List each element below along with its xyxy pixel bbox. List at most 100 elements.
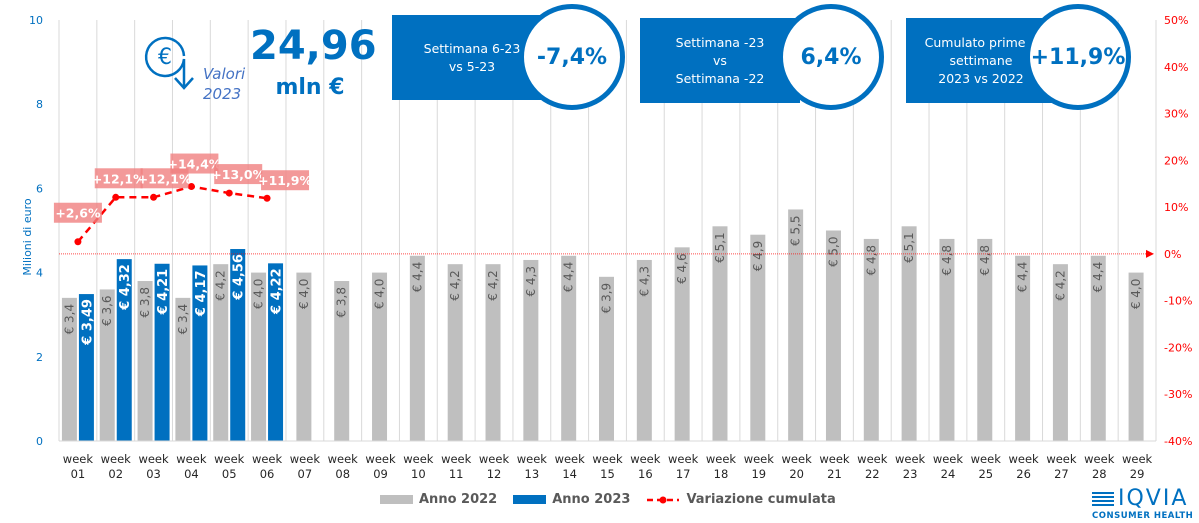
bar-label-2022: € 3,4 (62, 304, 76, 335)
kpi-label: Settimana -22 (675, 70, 765, 86)
zero-reference-line (59, 249, 1154, 258)
x-tick-label: week (971, 452, 1002, 466)
y-tick-label: 8 (36, 98, 43, 111)
bar-label-2022: € 4,8 (940, 245, 954, 276)
y2-tick-label: 10% (1164, 201, 1188, 214)
bar-2022 (561, 255, 577, 441)
bar-2023 (116, 259, 132, 441)
bar-label-2022: € 3,6 (100, 295, 114, 326)
x-tick-label: week (1008, 452, 1039, 466)
line-label-box (94, 168, 143, 189)
kpi-box-week-yoy: Settimana -23 vs Settimana -22 (640, 18, 800, 103)
x-tick-label: week (403, 452, 434, 466)
bar-label-2023: € 4,17 (194, 270, 209, 317)
bar-label-2022: € 4,2 (1053, 270, 1067, 301)
y-tick-label: 2 (36, 351, 43, 364)
bars: € 3,4 € 3,6 € 3,8 € 3,4 € 4,2 € 4,0 € 4,0 € 3,8… (61, 209, 1144, 441)
x-tick-label: 25 (978, 467, 993, 481)
x-tick-label: week (1084, 452, 1115, 466)
x-tick-label: 13 (525, 467, 540, 481)
bar-2023 (230, 249, 246, 441)
bar-label-2022: € 3,4 (176, 304, 190, 335)
bar-2022 (523, 259, 539, 441)
x-tick-label: week (555, 452, 586, 466)
x-tick-label: 21 (827, 467, 842, 481)
iqvia-logo: IQVIA CONSUMER HEALTH (1092, 488, 1193, 521)
legend-swatch-2023 (513, 495, 547, 504)
svg-text:€: € (158, 45, 172, 70)
bar-2023 (78, 294, 94, 441)
kpi-label: vs (713, 52, 727, 68)
x-tick-label: week (744, 452, 775, 466)
x-tick-label: 14 (562, 467, 577, 481)
x-tick-label: 07 (298, 467, 313, 481)
kpi-label: vs 5-23 (448, 58, 496, 74)
bar-label-2023: € 4,32 (118, 264, 133, 311)
cumulative-line-path (76, 185, 268, 243)
x-tick-label: week (365, 452, 396, 466)
bar-2022 (61, 297, 77, 441)
x-tick-label: 02 (108, 467, 123, 481)
line-marker (263, 194, 271, 202)
kpi-label: settimane (949, 52, 1013, 68)
logo-stripes-icon (1092, 492, 1114, 506)
y2-tick-label: 30% (1164, 108, 1188, 121)
bar-label-2023: € 4,21 (156, 269, 171, 316)
line-label: +12,1% (138, 171, 192, 186)
y2-tick-label: -40% (1164, 435, 1192, 448)
y2-tick-label: -10% (1164, 295, 1192, 308)
x-tick-label: 27 (1054, 467, 1069, 481)
bar-label-2022: € 4,0 (252, 279, 266, 310)
bar-2022 (636, 259, 652, 441)
x-tick-label: week (290, 452, 321, 466)
bar-2022 (712, 226, 728, 441)
y2-tick-label: 50% (1164, 14, 1188, 27)
y-axis-title: Milioni di euro (21, 198, 34, 275)
kpi-label: Cumulato prime 6 (924, 34, 1038, 50)
bar-2022 (1052, 264, 1068, 441)
x-tick-label: 06 (260, 467, 275, 481)
x-tick-label: 15 (600, 467, 615, 481)
x-tick-label: 04 (184, 467, 199, 481)
cumulative-line: +2,6%+12,1%+12,1%+14,4%+13,0%+11,9% (53, 153, 312, 246)
y2-tick-label: 40% (1164, 61, 1188, 74)
x-tick-label: week (668, 452, 699, 466)
bar-2023 (192, 265, 208, 441)
x-tick-label: 11 (449, 467, 464, 481)
y2-tick-label: 20% (1164, 154, 1188, 167)
line-label: +11,9% (258, 173, 312, 188)
bar-2022 (674, 247, 690, 441)
bar-2022 (372, 272, 388, 441)
bar-2022 (750, 234, 766, 441)
x-tick-label: week (819, 452, 850, 466)
bar-label-2022: € 4,0 (373, 279, 387, 310)
x-tick-label: 22 (865, 467, 880, 481)
line-marker (225, 189, 233, 197)
x-tick-label: 08 (335, 467, 350, 481)
line-marker (187, 183, 195, 191)
bar-2022 (99, 289, 115, 441)
line-label-box (170, 153, 219, 174)
bar-2022 (1090, 255, 1106, 441)
bar-label-2022: € 3,8 (138, 287, 152, 318)
bar-2022 (1128, 272, 1144, 441)
line-label: +14,4% (167, 157, 221, 172)
x-tick-label: 01 (71, 467, 86, 481)
valori-line1: Valori (203, 65, 246, 83)
bar-label-2022: € 3,8 (335, 287, 349, 318)
line-label: +13,0% (211, 167, 265, 182)
bar-label-2022: € 5,1 (902, 232, 916, 263)
bar-2022 (599, 276, 614, 441)
x-tick-label: 12 (487, 467, 502, 481)
bar-2022 (977, 238, 993, 441)
bar-2022 (825, 230, 841, 441)
x-tick-label: week (1046, 452, 1077, 466)
bar-2022 (409, 255, 425, 441)
bar-label-2022: € 4,0 (1129, 279, 1143, 310)
bar-label-2022: € 4,9 (751, 241, 765, 272)
bar-2022 (296, 272, 312, 441)
line-marker (150, 193, 158, 201)
kpi-value-week-vs-week: -7,4% (519, 4, 625, 110)
bar-2022 (175, 297, 191, 441)
